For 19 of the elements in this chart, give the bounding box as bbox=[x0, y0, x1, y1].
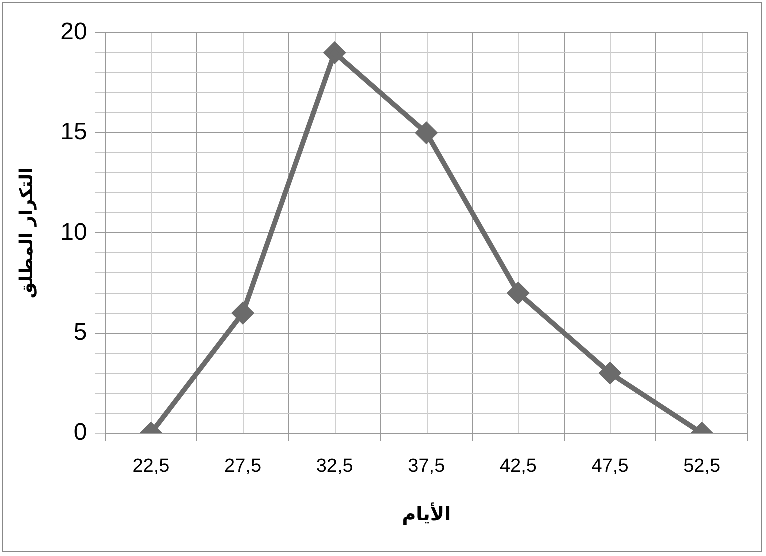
point bbox=[600, 362, 621, 384]
point bbox=[232, 302, 254, 324]
y-axis-title: التكرار المطلق bbox=[16, 168, 38, 299]
x-tick-label: 27,5 bbox=[224, 456, 262, 478]
x-tick-label: 37,5 bbox=[408, 456, 446, 478]
x-tick-label: 47,5 bbox=[592, 456, 629, 478]
point bbox=[324, 42, 346, 64]
y-tick-label: 5 bbox=[74, 318, 88, 346]
x-axis-title: الأيام bbox=[402, 502, 452, 526]
x-tick-label: 52,5 bbox=[684, 456, 721, 478]
point bbox=[508, 282, 529, 304]
y-tick-label: 10 bbox=[60, 218, 88, 246]
x-tick-label: 22,5 bbox=[132, 456, 170, 478]
y-tick-label: 20 bbox=[60, 18, 88, 46]
x-tick-label: 32,5 bbox=[316, 456, 354, 478]
point bbox=[416, 122, 438, 144]
x-tick-label: 42,5 bbox=[500, 456, 537, 478]
y-tick-label: 0 bbox=[74, 419, 88, 446]
y-tick-label: 15 bbox=[60, 118, 88, 146]
